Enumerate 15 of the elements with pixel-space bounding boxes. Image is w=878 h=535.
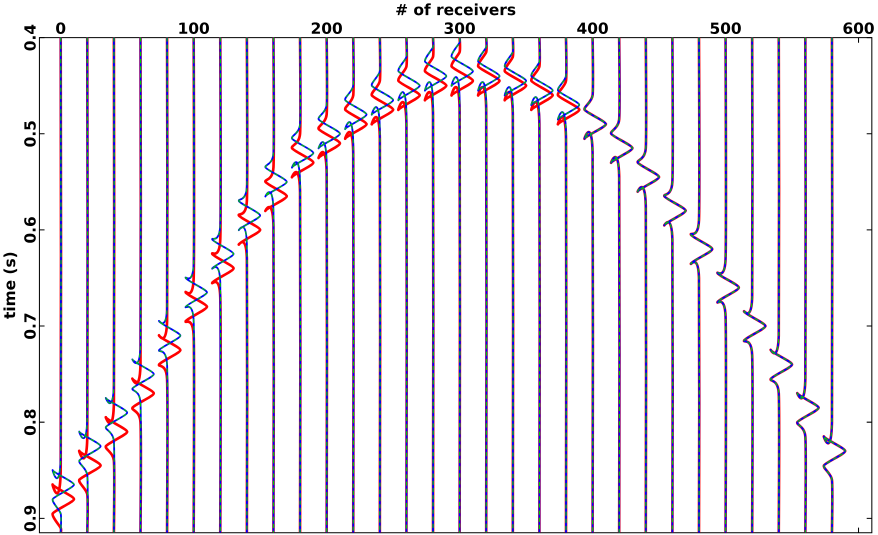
x-tick-label: 200	[312, 22, 342, 34]
x-tick-label: 100	[179, 22, 209, 34]
y-tick-label: 0.8	[24, 409, 36, 435]
x-tick-label: 400	[577, 22, 608, 34]
x-axis-title: # of receivers	[396, 3, 516, 16]
y-tick-label: 0.4	[24, 24, 36, 50]
x-tick-label: 500	[710, 22, 741, 34]
y-tick-label: 0.5	[24, 121, 36, 146]
x-tick-label: 0	[56, 22, 66, 34]
y-tick-label: 0.7	[24, 313, 36, 339]
y-tick-label: 0.6	[24, 216, 36, 243]
y-axis-title: time (s)	[3, 252, 18, 319]
x-tick-label: 300	[444, 22, 475, 34]
y-tick-label: 0.9	[24, 506, 36, 532]
x-tick-label: 600	[843, 22, 874, 34]
